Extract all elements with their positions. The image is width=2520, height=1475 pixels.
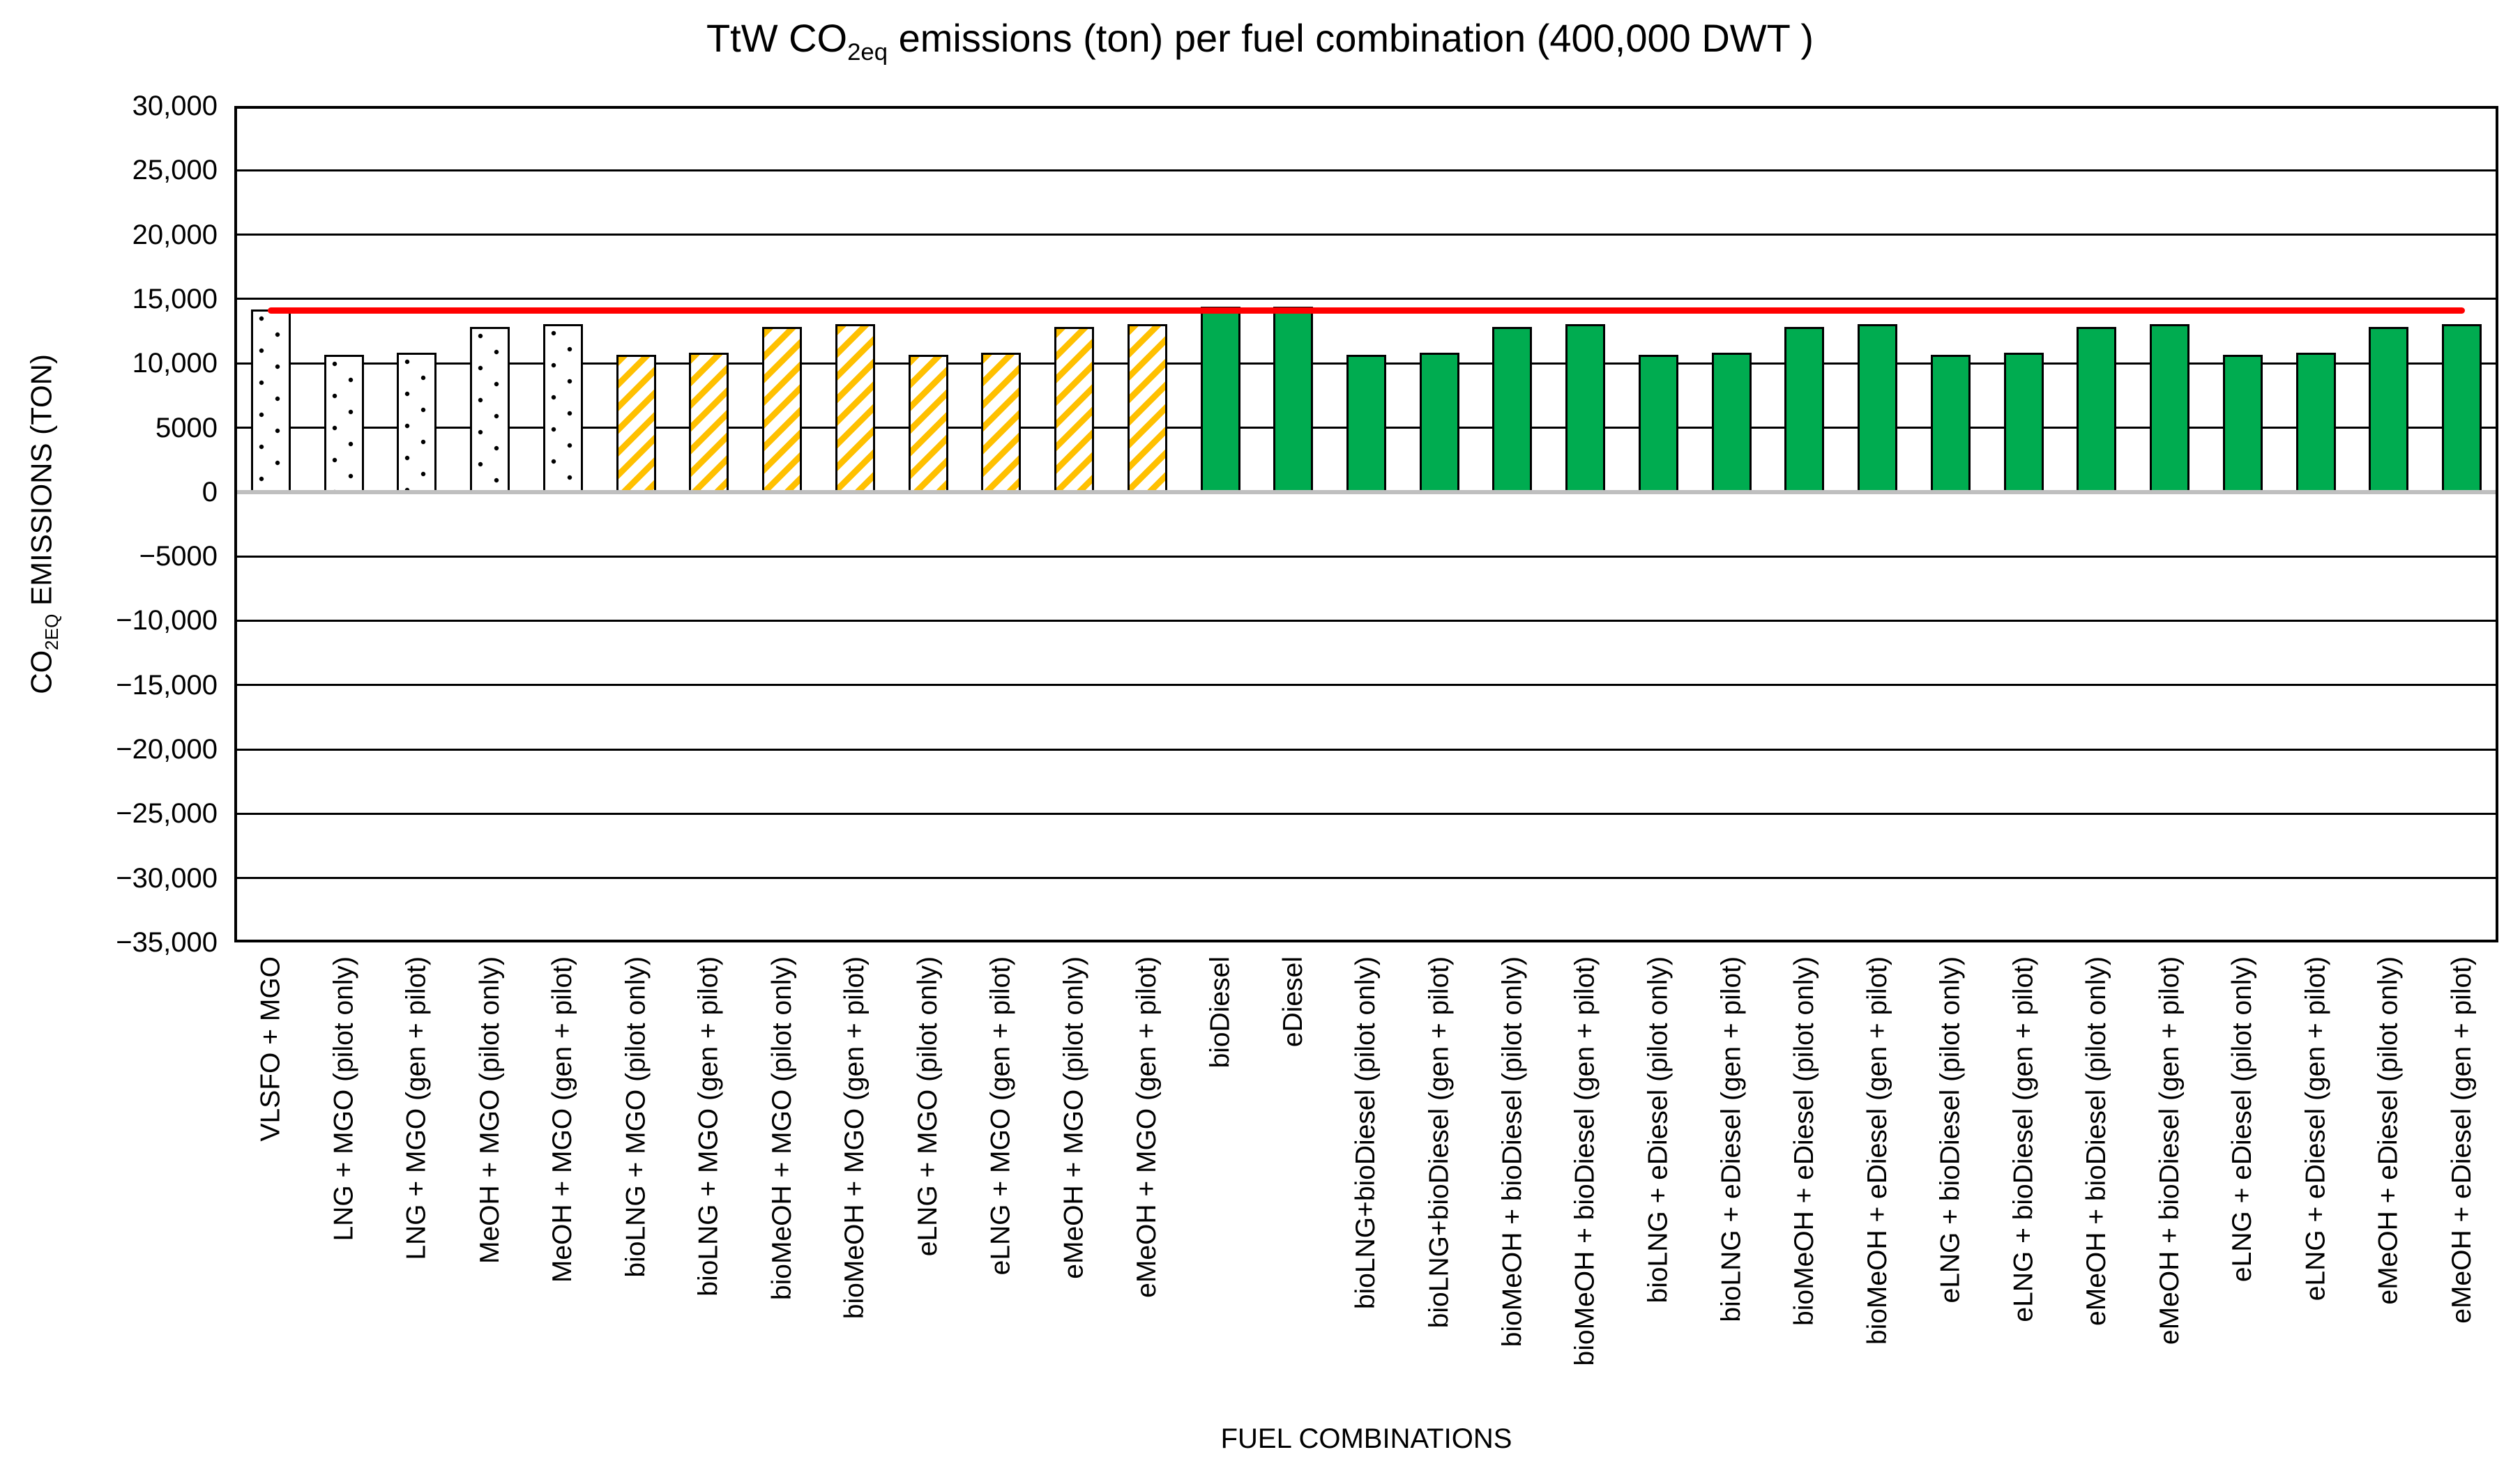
gridline [237,298,2496,300]
bar [2222,355,2263,492]
bar [470,326,510,492]
zero-baseline [237,489,2496,494]
x-tick-label: MeOH + MGO (gen + pilot) [547,956,578,1283]
x-tick-label: eMeOH + MGO (pilot only) [1058,956,1089,1279]
gridline [237,684,2496,687]
x-tick-label: bioLNG + eDiesel (pilot only) [1643,956,1673,1304]
bar [1419,353,1459,492]
bar [1711,353,1752,492]
y-tick-label: 20,000 [132,219,218,250]
bar [1200,307,1240,492]
x-tick-label: LNG + MGO (gen + pilot) [401,956,432,1260]
y-tick-label: −35,000 [116,927,218,958]
plot-area [234,106,2498,942]
bar [835,323,875,492]
chart-title: TtW CO2eq emissions (ton) per fuel combi… [0,15,2520,66]
y-tick-label: −30,000 [116,862,218,894]
x-tick-label: eMeOH + bioDiesel (gen + pilot) [2154,956,2185,1345]
x-tick-label: eLNG + eDiesel (pilot only) [2227,956,2258,1283]
bar [689,353,729,492]
bar [2442,323,2482,492]
bar [1930,355,1971,492]
y-tick-label: −25,000 [116,798,218,830]
x-tick-label: bioLNG + MGO (pilot only) [621,956,651,1278]
x-tick-label: eLNG + bioDiesel (gen + pilot) [2008,956,2039,1322]
gridline [237,619,2496,622]
bar [542,323,583,492]
chart-title-suffix: emissions (ton) per fuel combination (40… [888,16,1814,60]
y-tick-label: 25,000 [132,155,218,186]
y-tick-label: 15,000 [132,283,218,314]
y-axis-title: CO2EQ EMISSIONS (TON) [24,354,70,694]
gridline [237,877,2496,880]
x-tick-label: eDiesel [1277,956,1308,1048]
bar [2295,353,2336,492]
x-tick-label: eMeOH + eDiesel (gen + pilot) [2446,956,2477,1324]
chart-title-subscript: 2eq [847,39,888,66]
bar [762,326,803,492]
x-tick-label: bioMeOH + MGO (pilot only) [766,956,797,1301]
bar [2150,323,2190,492]
x-tick-label: eLNG + eDiesel (gen + pilot) [2300,956,2331,1301]
gridline [237,812,2496,815]
x-tick-label: LNG + MGO (pilot only) [328,956,359,1241]
x-tick-label: bioMeOH + eDiesel (pilot only) [1789,956,1819,1326]
gridline [237,748,2496,751]
reference-line [267,307,2466,314]
gridline [237,169,2496,171]
y-tick-label: −20,000 [116,734,218,765]
x-tick-label: eLNG + bioDiesel (pilot only) [1935,956,1966,1304]
bar [324,355,364,492]
x-tick-label: bioDiesel [1205,956,1236,1069]
x-tick-label: VLSFO + MGO [255,956,286,1142]
y-tick-label: −10,000 [116,605,218,636]
bar [1346,355,1386,492]
bar [1858,323,1898,492]
x-tick-label: bioMeOH + MGO (gen + pilot) [840,956,870,1320]
chart-title-prefix: TtW CO [706,16,848,60]
y-tick-label: −5000 [139,541,218,572]
x-axis-title: FUEL COMBINATIONS [1220,1423,1512,1454]
y-tick-label: 10,000 [132,348,218,379]
bar [1492,326,1533,492]
bar [2077,326,2117,492]
y-tick-label: 0 [202,476,218,507]
y-tick-label: 30,000 [132,91,218,121]
gridline [237,555,2496,558]
bar [250,309,291,492]
bar [616,355,656,492]
x-tick-label: bioLNG+bioDiesel (gen + pilot) [1424,956,1455,1329]
x-tick-label: bioLNG + eDiesel (gen + pilot) [1716,956,1747,1322]
x-tick-label: eLNG + MGO (gen + pilot) [985,956,1016,1276]
x-tick-label: eMeOH + eDiesel (pilot only) [2373,956,2404,1305]
bar [1565,323,1606,492]
bar [1784,326,1825,492]
y-tick-label: 5000 [155,412,218,443]
gridline [237,234,2496,236]
bar [1127,323,1167,492]
bar [1638,355,1678,492]
x-tick-label: eMeOH + MGO (gen + pilot) [1132,956,1162,1298]
x-tick-label: eMeOH + bioDiesel (pilot only) [2081,956,2111,1326]
x-tick-label: bioMeOH + bioDiesel (pilot only) [1496,956,1527,1347]
bar [981,353,1022,492]
x-tick-label: bioLNG+bioDiesel (pilot only) [1351,956,1381,1310]
bar [1054,326,1095,492]
x-tick-label: MeOH + MGO (pilot only) [474,956,505,1264]
bar [2369,326,2409,492]
x-tick-label: bioMeOH + eDiesel (gen + pilot) [1862,956,1892,1345]
bar [397,353,437,492]
bar [1273,307,1314,492]
x-tick-label: bioMeOH + bioDiesel (gen + pilot) [1570,956,1600,1366]
x-tick-label: bioLNG + MGO (gen + pilot) [693,956,724,1297]
y-tick-label: −15,000 [116,669,218,701]
bar [2003,353,2044,492]
x-tick-label: eLNG + MGO (pilot only) [913,956,943,1257]
bar [908,355,948,492]
